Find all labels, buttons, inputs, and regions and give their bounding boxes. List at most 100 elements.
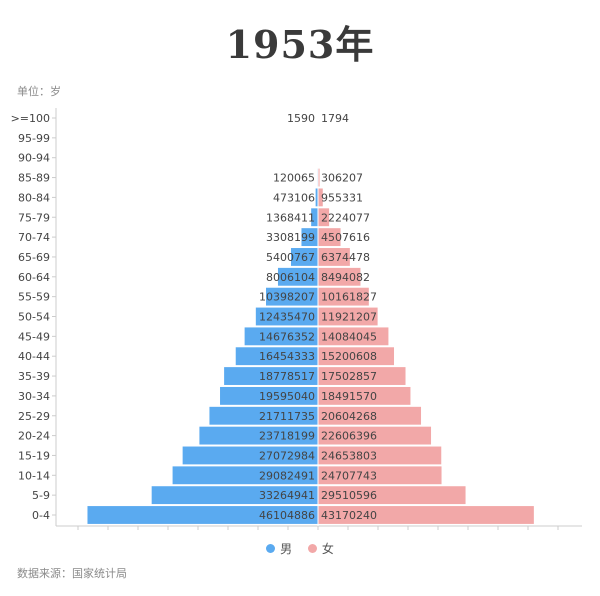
bar-male[interactable] (311, 208, 318, 227)
bar-male[interactable] (244, 327, 318, 346)
bar-male[interactable] (209, 406, 318, 425)
bar-female[interactable] (318, 228, 341, 247)
y-tick-label: 90-94 (18, 152, 50, 165)
bar-female[interactable] (318, 267, 361, 286)
data-label-female: 43170240 (321, 509, 377, 522)
bar-male[interactable] (151, 486, 318, 505)
bar-male[interactable] (266, 287, 318, 306)
data-source: 数据来源：国家统计局 (17, 567, 127, 580)
y-tick-label: 80-84 (18, 191, 50, 204)
bar-male[interactable] (182, 446, 318, 465)
legend-item-female[interactable]: 女 (307, 540, 334, 557)
data-label-female: 6374478 (321, 251, 370, 264)
data-label-female: 17502857 (321, 370, 377, 383)
bar-female[interactable] (318, 426, 432, 445)
y-tick-label: 85-89 (18, 172, 50, 185)
data-label-female: 4507616 (321, 231, 370, 244)
bar-female[interactable] (318, 287, 369, 306)
data-label-male: 33264941 (259, 489, 315, 502)
data-label-female: 8494082 (321, 271, 370, 284)
bar-female[interactable] (318, 307, 378, 326)
data-label-male: 46104886 (259, 509, 315, 522)
data-label-male: 14676352 (259, 330, 315, 343)
bar-male[interactable] (199, 426, 318, 445)
bar-male[interactable] (224, 367, 318, 385)
bar-male[interactable] (277, 267, 318, 286)
bar-male[interactable] (220, 386, 318, 405)
data-label-female: 14084045 (321, 330, 377, 343)
legend-male-label: 男 (280, 542, 293, 556)
y-tick-label: 0-4 (32, 509, 50, 522)
bar-male[interactable] (315, 188, 318, 207)
data-label-female: 24707743 (321, 469, 377, 482)
legend-female-label: 女 (321, 542, 334, 556)
y-tick-label: 55-59 (18, 291, 50, 304)
y-tick-label: 45-49 (18, 330, 50, 343)
bar-female[interactable] (318, 168, 320, 187)
y-tick-label: 5-9 (32, 489, 50, 502)
unit-label: 单位：岁 (17, 85, 61, 98)
bar-female[interactable] (318, 386, 411, 405)
y-tick-label: 20-24 (18, 430, 50, 443)
data-label-male: 5400767 (266, 251, 315, 264)
data-label-male: 120065 (273, 172, 315, 185)
data-label-male: 12435470 (259, 311, 315, 324)
y-tick-label: 30-34 (18, 390, 50, 403)
data-label-female: 2224077 (321, 211, 370, 224)
bar-female[interactable] (318, 248, 350, 266)
bar-male[interactable] (87, 506, 318, 524)
data-label-female: 29510596 (321, 489, 377, 502)
bar-male[interactable] (301, 228, 318, 247)
data-label-male: 23718199 (259, 430, 315, 443)
bar-female[interactable] (318, 486, 466, 505)
data-label-female: 20604268 (321, 410, 377, 423)
bar-female[interactable] (318, 208, 330, 227)
y-tick-label: 95-99 (18, 132, 50, 145)
data-label-male: 1590 (287, 112, 315, 125)
bar-female[interactable] (318, 466, 442, 485)
y-tick-label: 15-19 (18, 449, 50, 462)
bar-male[interactable] (235, 347, 318, 366)
bar-female[interactable] (318, 327, 389, 346)
data-label-female: 15200608 (321, 350, 377, 363)
bar-male[interactable] (290, 248, 318, 266)
y-tick-label: 70-74 (18, 231, 50, 244)
y-tick-label: 50-54 (18, 311, 50, 324)
data-label-male: 19595040 (259, 390, 315, 403)
bar-female[interactable] (318, 446, 442, 465)
data-label-female: 18491570 (321, 390, 377, 403)
y-tick-label: 25-29 (18, 410, 50, 423)
data-label-female: 22606396 (321, 430, 377, 443)
data-label-female: 955331 (321, 191, 363, 204)
bar-female[interactable] (318, 188, 323, 207)
data-label-male: 1368411 (266, 211, 315, 224)
data-label-female: 306207 (321, 172, 363, 185)
data-label-female: 1794 (321, 112, 349, 125)
bar-female[interactable] (318, 347, 395, 366)
bar-female[interactable] (318, 406, 422, 425)
data-label-male: 21711735 (259, 410, 315, 423)
bar-female[interactable] (318, 367, 406, 385)
chart-legend: 男 女 (0, 540, 600, 557)
data-label-female: 24653803 (321, 449, 377, 462)
data-label-female: 10161827 (321, 291, 377, 304)
data-label-male: 3308199 (266, 231, 315, 244)
y-tick-label: 40-44 (18, 350, 50, 363)
chart-title: 1953年 (225, 22, 375, 67)
legend-female-swatch (307, 544, 317, 553)
data-label-male: 16454333 (259, 350, 315, 363)
data-label-male: 473106 (273, 191, 315, 204)
data-label-male: 29082491 (259, 469, 315, 482)
y-tick-label: 65-69 (18, 251, 50, 264)
data-label-male: 27072984 (259, 449, 315, 462)
y-tick-label: 10-14 (18, 469, 50, 482)
data-label-female: 11921207 (321, 311, 377, 324)
y-tick-label: 35-39 (18, 370, 50, 383)
bar-male[interactable] (172, 466, 318, 485)
bar-female[interactable] (318, 506, 534, 524)
bar-male[interactable] (255, 307, 318, 326)
data-label-male: 18778517 (259, 370, 315, 383)
legend-item-male[interactable]: 男 (266, 540, 292, 557)
legend-male-swatch (266, 544, 276, 553)
